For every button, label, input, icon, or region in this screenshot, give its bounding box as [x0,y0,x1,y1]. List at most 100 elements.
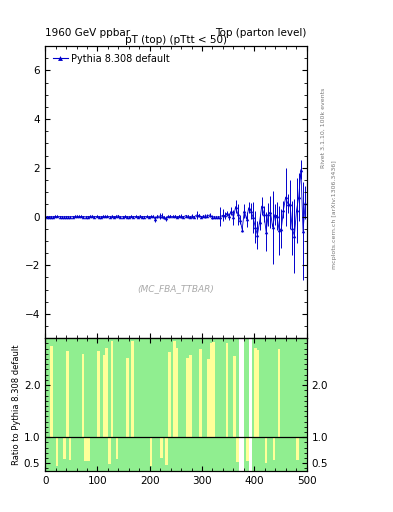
Bar [244,404,246,437]
Bar [178,437,181,438]
Bar [165,437,168,465]
Text: Top (parton level): Top (parton level) [215,28,307,38]
Bar [123,398,126,437]
Bar [184,437,186,443]
Bar [84,437,87,461]
Bar [267,403,270,437]
Bar [129,437,131,442]
Bar [231,437,233,443]
Bar [186,358,189,437]
Bar [168,352,171,437]
Bar [191,422,194,437]
Bar [126,358,129,437]
Bar [173,342,176,437]
Bar [226,343,228,437]
Bar [210,343,213,437]
Bar [50,347,53,437]
Bar [66,351,69,437]
Bar [265,437,267,463]
Bar [189,355,191,437]
Bar [171,435,173,437]
Bar [77,423,79,437]
Bar [288,408,291,437]
Bar [74,437,77,453]
Bar [252,424,254,437]
Bar [228,370,231,437]
Bar [56,437,58,466]
Bar [58,417,61,437]
Bar [108,437,110,464]
Bar [286,412,288,437]
Bar [95,406,97,437]
Bar [283,395,286,437]
Bar [103,355,105,437]
Text: mcplots.cern.ch [arXiv:1306.3436]: mcplots.cern.ch [arXiv:1306.3436] [332,161,337,269]
Bar [304,382,307,437]
Bar [118,432,121,437]
Bar [296,437,299,460]
Bar [233,356,236,437]
Bar [142,400,145,437]
Y-axis label: Ratio to Pythia 8.308 default: Ratio to Pythia 8.308 default [12,345,21,465]
Text: 1960 GeV ppbar: 1960 GeV ppbar [45,28,130,38]
Bar [254,348,257,437]
Bar [134,423,137,437]
Bar [275,433,278,437]
Bar [199,350,202,437]
Bar [257,350,259,437]
Bar [220,421,223,437]
Bar [145,437,147,444]
Bar [121,414,123,437]
Bar [215,427,218,437]
Bar [291,378,294,437]
Bar [270,390,273,437]
Bar [299,416,301,437]
Bar [61,424,64,437]
Bar [249,338,252,471]
Bar [48,394,50,437]
Bar [294,426,296,437]
Bar [87,437,90,461]
Text: (MC_FBA_TTBAR): (MC_FBA_TTBAR) [138,284,214,293]
Bar [116,437,118,459]
Bar [176,349,178,437]
Bar [105,348,108,437]
Text: Rivet 3.1.10, 100k events: Rivet 3.1.10, 100k events [320,88,325,168]
Bar [90,393,92,437]
Bar [45,387,48,437]
Bar [207,359,210,437]
Bar [218,409,220,437]
Bar [205,411,207,437]
Bar [100,437,103,457]
Bar [53,391,56,437]
Bar [213,342,215,437]
Bar [113,429,116,437]
Bar [150,437,152,466]
Bar [273,437,275,460]
Bar [72,393,74,437]
Bar [281,392,283,437]
Bar [301,417,304,437]
Title: pT (top) (pTtt < 50): pT (top) (pTtt < 50) [125,35,227,45]
Bar [278,349,281,437]
Bar [69,437,72,460]
Bar [131,342,134,437]
Bar [158,424,160,437]
Bar [79,383,82,437]
Bar [262,429,265,437]
Bar [246,437,249,461]
Bar [152,385,155,437]
Bar [194,408,197,437]
Bar [155,437,158,451]
Bar [110,341,113,437]
Bar [239,338,241,471]
Bar [139,365,142,437]
Bar [97,351,100,437]
Bar [181,418,184,437]
Bar [92,430,95,437]
Bar [147,387,150,437]
Bar [160,437,163,458]
Bar [202,381,205,437]
Bar [82,354,84,437]
Legend: Pythia 8.308 default: Pythia 8.308 default [50,51,173,67]
